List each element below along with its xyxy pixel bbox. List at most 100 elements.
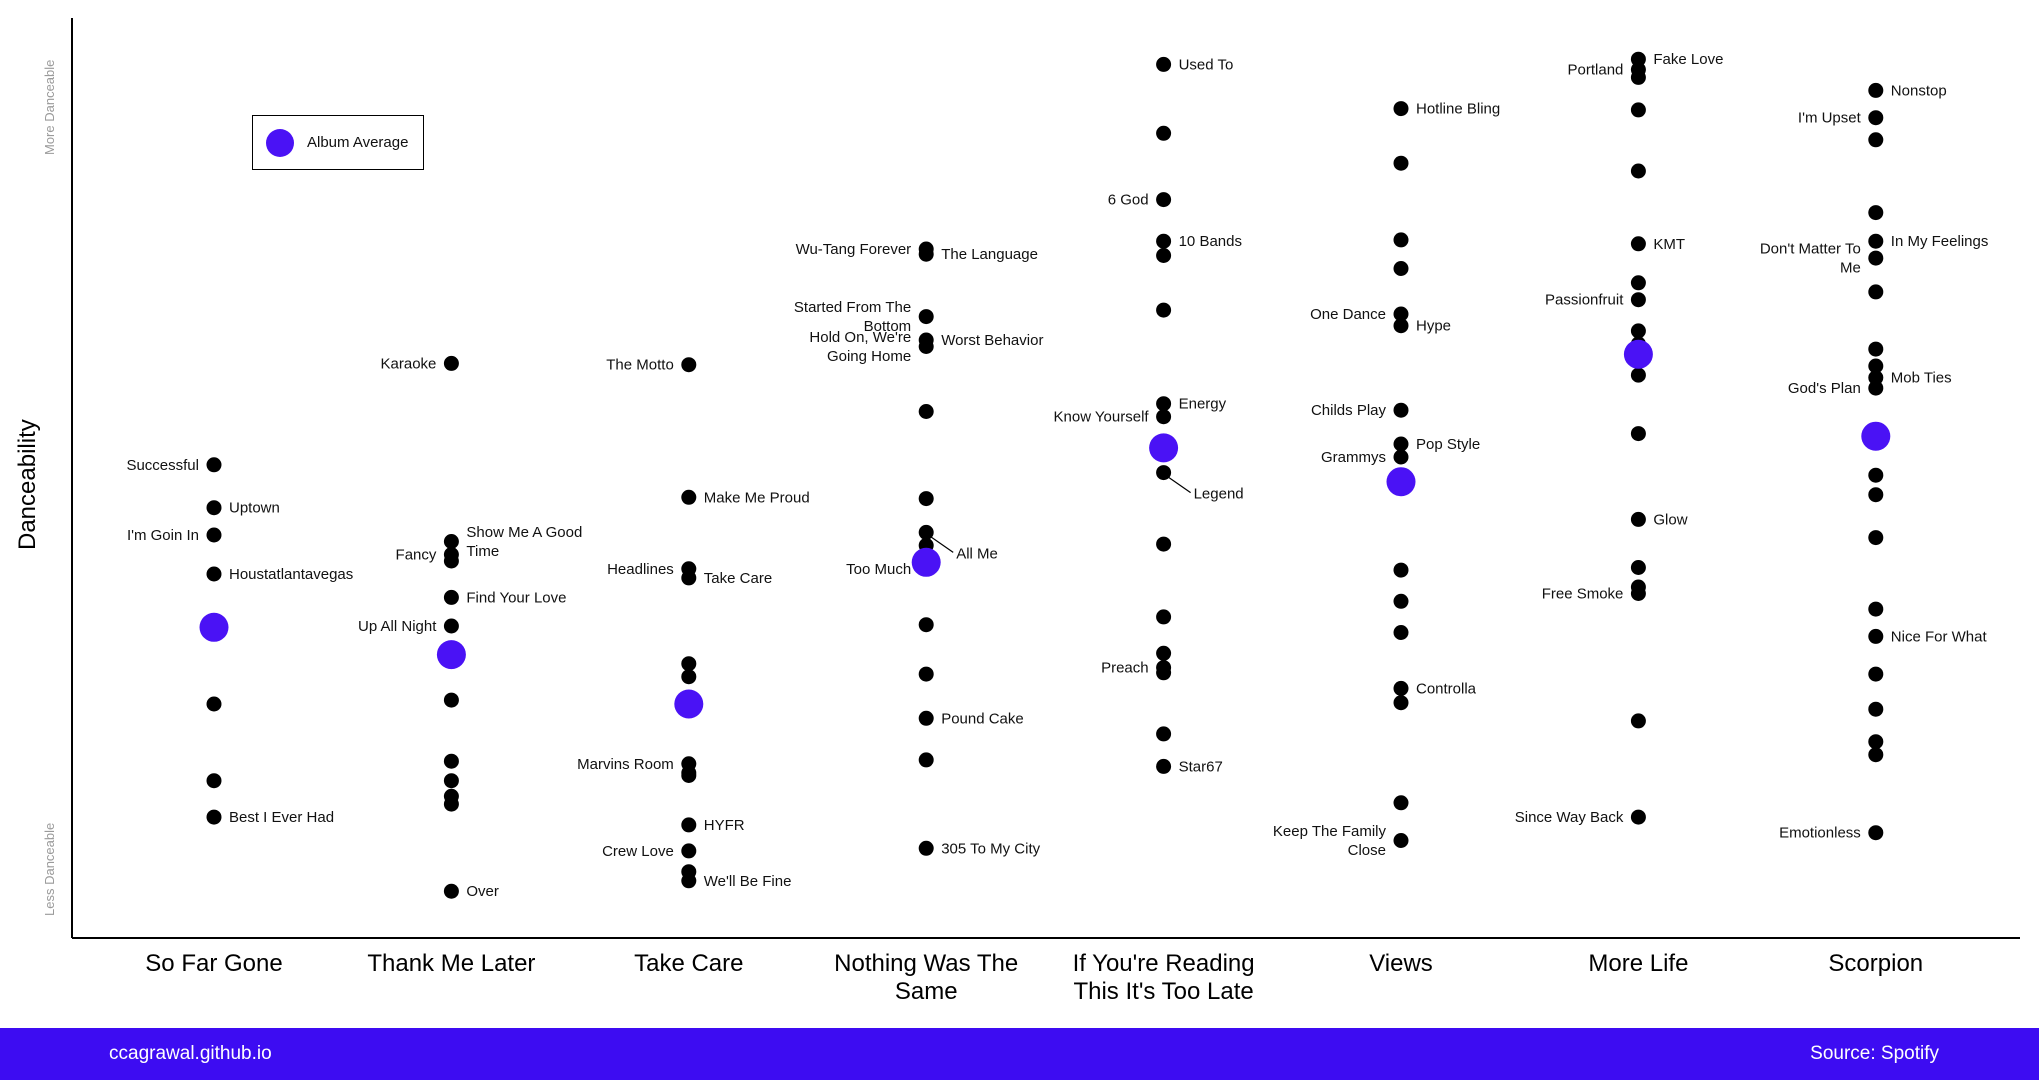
track-point bbox=[1868, 132, 1884, 148]
x-tick-label: Take Care bbox=[634, 950, 743, 977]
track-label: I'm Goin In bbox=[127, 527, 199, 544]
track-point bbox=[1393, 625, 1409, 640]
x-tick-label: Nothing Was The Same bbox=[834, 950, 1018, 1005]
track-point bbox=[1156, 192, 1172, 208]
track-point bbox=[1868, 110, 1884, 126]
y-axis-title: Danceability bbox=[14, 419, 41, 550]
track-label: God's Plan bbox=[1788, 380, 1861, 397]
track-point bbox=[1630, 292, 1646, 308]
track-point bbox=[1868, 666, 1884, 682]
track-point bbox=[1868, 284, 1884, 300]
track-label: Used To bbox=[1179, 56, 1234, 73]
track-label: Hold On, We're Going Home bbox=[809, 329, 911, 365]
track-point bbox=[206, 696, 222, 712]
track-point bbox=[1630, 367, 1646, 383]
track-point bbox=[1868, 747, 1884, 763]
footer-bar: ccagrawal.github.io Source: Spotify bbox=[0, 1028, 2039, 1080]
track-point bbox=[206, 457, 222, 473]
track-label: Over bbox=[466, 883, 499, 900]
track-point bbox=[681, 489, 697, 505]
track-point bbox=[918, 246, 934, 262]
track-point bbox=[681, 669, 697, 685]
y-hint-bottom: Less Danceable bbox=[42, 822, 57, 916]
album-average-point bbox=[1861, 421, 1891, 451]
footer-site-link[interactable]: ccagrawal.github.io bbox=[109, 1043, 272, 1064]
track-point bbox=[1156, 396, 1172, 412]
track-label: Up All Night bbox=[358, 618, 437, 635]
track-point bbox=[1156, 248, 1172, 263]
track-point bbox=[1393, 795, 1409, 811]
track-label: Energy bbox=[1179, 396, 1227, 413]
album-average-point bbox=[436, 640, 466, 670]
track-point bbox=[1393, 232, 1409, 248]
track-point bbox=[1868, 370, 1884, 386]
album-average-point bbox=[1386, 467, 1416, 497]
track-point bbox=[206, 527, 222, 543]
track-label: Successful bbox=[126, 457, 199, 474]
track-point bbox=[1868, 82, 1884, 98]
track-point bbox=[918, 404, 934, 419]
track-label: Fake Love bbox=[1653, 51, 1723, 68]
legend-label: Album Average bbox=[307, 134, 409, 151]
track-point bbox=[1393, 833, 1409, 848]
track-point bbox=[1156, 665, 1172, 681]
track-point bbox=[1868, 825, 1884, 841]
track-point bbox=[206, 773, 222, 789]
track-point bbox=[918, 752, 934, 768]
track-label: Controlla bbox=[1416, 680, 1477, 697]
track-label: Started From The Bottom bbox=[794, 299, 911, 335]
track-point bbox=[1156, 726, 1172, 742]
track-point bbox=[918, 524, 934, 540]
track-point bbox=[1630, 426, 1646, 442]
track-point bbox=[1868, 701, 1884, 717]
track-point bbox=[1156, 233, 1172, 249]
chart: So Far Gone Successful Uptown I'm Goin In Ho… bbox=[71, 18, 2020, 1005]
track-point bbox=[1868, 487, 1884, 503]
track-label: Crew Love bbox=[602, 843, 674, 860]
track-point bbox=[1393, 562, 1409, 578]
track-point bbox=[1630, 102, 1646, 118]
track-point bbox=[1630, 275, 1646, 291]
track-label: Know Yourself bbox=[1054, 409, 1150, 426]
x-tick-label: More Life bbox=[1588, 950, 1688, 977]
track-point bbox=[681, 656, 697, 672]
track-point bbox=[1393, 593, 1409, 609]
track-label: Pop Style bbox=[1416, 436, 1480, 453]
track-label: 305 To My City bbox=[941, 840, 1040, 857]
track-label: 6 God bbox=[1108, 192, 1149, 209]
track-label: Passionfruit bbox=[1545, 292, 1624, 309]
track-point bbox=[1393, 695, 1409, 711]
track-point bbox=[1156, 609, 1172, 625]
track-label: Keep The Family Close bbox=[1273, 823, 1387, 859]
label-leader-line bbox=[929, 535, 954, 553]
album-average-point bbox=[911, 547, 941, 577]
track-point bbox=[1156, 465, 1172, 481]
track-point bbox=[1156, 125, 1172, 141]
track-label: Uptown bbox=[229, 500, 280, 517]
track-point bbox=[1868, 250, 1884, 266]
track-point bbox=[1393, 318, 1409, 334]
track-label: Legend bbox=[1194, 486, 1244, 503]
track-point bbox=[1868, 358, 1884, 374]
track-point bbox=[918, 491, 934, 507]
track-label: Emotionless bbox=[1779, 825, 1861, 842]
track-label: Marvins Room bbox=[577, 756, 674, 773]
track-point bbox=[918, 710, 934, 726]
track-label: Portland bbox=[1568, 62, 1624, 79]
x-tick-label: Thank Me Later bbox=[367, 950, 535, 977]
track-point bbox=[1630, 236, 1646, 252]
track-point bbox=[1868, 601, 1884, 617]
track-point bbox=[1156, 645, 1172, 661]
track-label: Grammys bbox=[1321, 449, 1386, 466]
track-label: Nonstop bbox=[1891, 82, 1947, 99]
track-point bbox=[681, 768, 697, 783]
track-label: Karaoke bbox=[381, 355, 437, 372]
track-label: Houstatlantavegas bbox=[229, 566, 353, 583]
track-label: Glow bbox=[1653, 511, 1687, 528]
track-point bbox=[1868, 341, 1884, 357]
track-label: Since Way Back bbox=[1515, 809, 1624, 826]
track-label: We'll Be Fine bbox=[704, 873, 792, 890]
track-label: The Language bbox=[941, 246, 1038, 263]
track-point bbox=[681, 570, 697, 586]
track-label: Make Me Proud bbox=[704, 489, 810, 506]
